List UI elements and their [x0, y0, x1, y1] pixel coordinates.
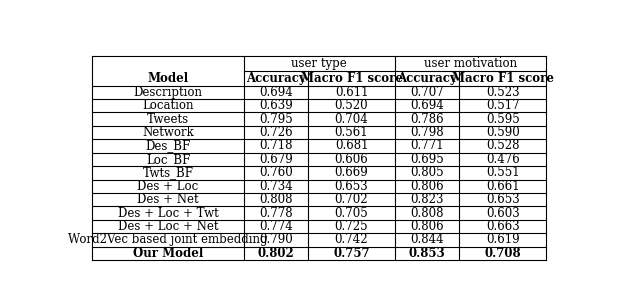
Text: 0.653: 0.653 [335, 180, 369, 193]
Text: 0.679: 0.679 [259, 153, 292, 166]
Text: 0.603: 0.603 [486, 207, 520, 220]
Text: Our Model: Our Model [133, 247, 203, 260]
Text: 0.595: 0.595 [486, 113, 520, 126]
Text: 0.661: 0.661 [486, 180, 520, 193]
Text: 0.517: 0.517 [486, 99, 520, 112]
Text: 0.561: 0.561 [335, 126, 369, 139]
Text: 0.808: 0.808 [259, 193, 292, 206]
Text: user motivation: user motivation [424, 57, 517, 70]
Text: user type: user type [291, 57, 347, 70]
Text: 0.681: 0.681 [335, 139, 368, 153]
Text: 0.611: 0.611 [335, 86, 368, 99]
Text: 0.726: 0.726 [259, 126, 292, 139]
Text: Loc_BF: Loc_BF [146, 153, 190, 166]
Text: 0.808: 0.808 [410, 207, 444, 220]
Text: 0.778: 0.778 [259, 207, 292, 220]
Text: 0.802: 0.802 [257, 247, 294, 260]
Text: 0.771: 0.771 [410, 139, 444, 153]
Text: 0.844: 0.844 [410, 233, 444, 246]
Text: 0.718: 0.718 [259, 139, 292, 153]
Text: Model: Model [147, 72, 189, 85]
Text: 0.725: 0.725 [335, 220, 369, 233]
Text: 0.786: 0.786 [410, 113, 444, 126]
Text: Des + Net: Des + Net [137, 193, 199, 206]
Text: Accuracy: Accuracy [397, 72, 457, 85]
Text: 0.708: 0.708 [484, 247, 521, 260]
Text: 0.606: 0.606 [335, 153, 369, 166]
Text: 0.798: 0.798 [410, 126, 444, 139]
Text: 0.734: 0.734 [259, 180, 292, 193]
Text: Location: Location [142, 99, 194, 112]
Text: 0.694: 0.694 [259, 86, 292, 99]
Text: 0.760: 0.760 [259, 166, 292, 179]
Text: 0.669: 0.669 [335, 166, 369, 179]
Text: 0.590: 0.590 [486, 126, 520, 139]
Text: Description: Description [134, 86, 202, 99]
Text: 0.705: 0.705 [335, 207, 369, 220]
Text: Macro F1 score: Macro F1 score [301, 72, 403, 85]
Text: 0.523: 0.523 [486, 86, 520, 99]
Text: Accuracy: Accuracy [246, 72, 306, 85]
Text: Tweets: Tweets [147, 113, 189, 126]
Text: 0.663: 0.663 [486, 220, 520, 233]
Text: Word2Vec based joint embedding: Word2Vec based joint embedding [68, 233, 268, 246]
Text: 0.528: 0.528 [486, 139, 520, 153]
Text: 0.707: 0.707 [410, 86, 444, 99]
Text: 0.551: 0.551 [486, 166, 520, 179]
Text: 0.823: 0.823 [410, 193, 444, 206]
Text: 0.694: 0.694 [410, 99, 444, 112]
Text: 0.757: 0.757 [333, 247, 370, 260]
Text: 0.702: 0.702 [335, 193, 369, 206]
Text: 0.639: 0.639 [259, 99, 292, 112]
Text: Des + Loc + Twt: Des + Loc + Twt [118, 207, 218, 220]
Text: Macro F1 score: Macro F1 score [452, 72, 554, 85]
Text: 0.795: 0.795 [259, 113, 292, 126]
Text: 0.790: 0.790 [259, 233, 292, 246]
Text: 0.653: 0.653 [486, 193, 520, 206]
Text: Des + Loc: Des + Loc [138, 180, 198, 193]
Text: 0.853: 0.853 [409, 247, 445, 260]
Text: Des + Loc + Net: Des + Loc + Net [118, 220, 218, 233]
Text: 0.476: 0.476 [486, 153, 520, 166]
Text: 0.520: 0.520 [335, 99, 369, 112]
Text: 0.806: 0.806 [410, 220, 444, 233]
Text: 0.704: 0.704 [335, 113, 369, 126]
Text: 0.619: 0.619 [486, 233, 520, 246]
Text: 0.806: 0.806 [410, 180, 444, 193]
Text: 0.695: 0.695 [410, 153, 444, 166]
Text: 0.742: 0.742 [335, 233, 369, 246]
Text: 0.805: 0.805 [410, 166, 444, 179]
Text: Network: Network [142, 126, 194, 139]
Text: Twts_BF: Twts_BF [143, 166, 193, 179]
Text: Des_BF: Des_BF [145, 139, 191, 153]
Text: 0.774: 0.774 [259, 220, 292, 233]
